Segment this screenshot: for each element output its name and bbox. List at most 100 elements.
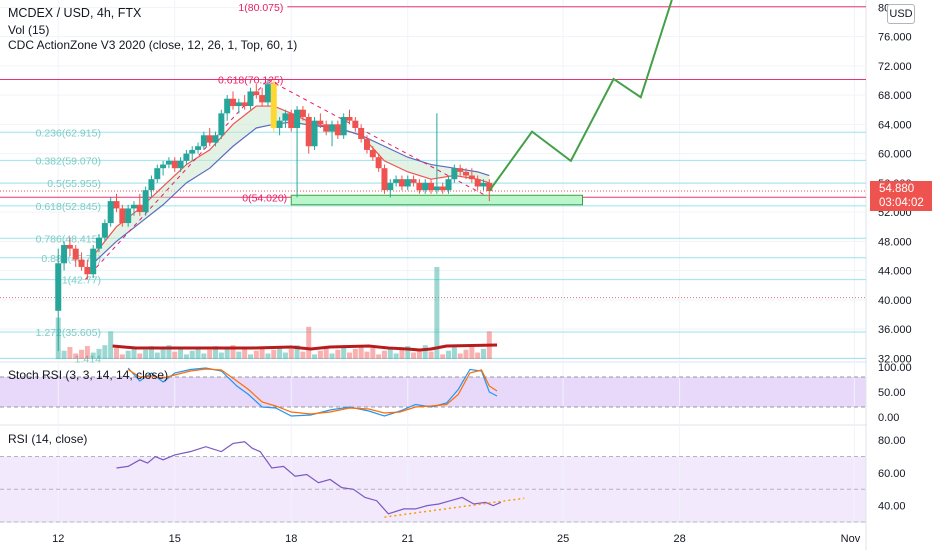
last-price-value: 54.880 (879, 183, 915, 195)
candle-body (259, 95, 266, 103)
candle-body (107, 201, 114, 224)
volume-bar (323, 347, 329, 359)
volume-bar (306, 326, 312, 359)
volume-bar (172, 351, 178, 359)
fib-level-label: 0.786(48.415) (36, 233, 101, 245)
price-tick-label: 44.000 (878, 266, 912, 278)
candle-body (416, 182, 423, 191)
candle-body (276, 120, 283, 128)
candle-body (428, 182, 435, 191)
rsi-tick-label: 80.00 (878, 435, 906, 447)
volume-bar (271, 349, 277, 359)
stoch-tick-label: 100.00 (878, 362, 912, 374)
volume-bar (84, 346, 90, 359)
candle-body (200, 135, 207, 147)
candle-body (439, 186, 446, 191)
volume-bar (166, 345, 172, 359)
volume-bar (242, 347, 248, 359)
volume-bar (381, 350, 387, 359)
volume-bar (440, 354, 446, 359)
candle-body (165, 160, 172, 165)
candle-body (195, 146, 202, 150)
candle-body (463, 171, 470, 176)
volume-bar (416, 348, 422, 359)
candle-body (486, 182, 493, 192)
candle-body (101, 223, 108, 238)
cdc-legend[interactable]: CDC ActionZone V3 2020 (close, 12, 26, 1… (8, 38, 298, 52)
volume-bar (73, 353, 79, 359)
candle-body (451, 168, 458, 180)
volume-bar (387, 347, 393, 359)
volume-bar (405, 346, 411, 359)
stoch-rsi-legend[interactable]: Stoch RSI (3, 3, 14, 14, close) (8, 368, 169, 382)
candle-body (457, 168, 464, 172)
volume-bar (178, 347, 184, 359)
volume-bar (329, 353, 335, 359)
volume-bar (247, 354, 253, 359)
volume-bar (125, 350, 131, 359)
volume-bar (475, 352, 481, 359)
candlesticks[interactable] (55, 79, 493, 352)
candle-body (410, 179, 417, 183)
volume-bar (352, 348, 358, 359)
candle-body (352, 120, 359, 128)
time-axis: 12 15 18 21 25 28 Nov (52, 533, 861, 545)
volume-bar (201, 353, 207, 359)
volume-bar (114, 347, 120, 359)
projection-path (488, 0, 673, 192)
time-tick-label: 28 (673, 533, 685, 545)
rsi-legend[interactable]: RSI (14, close) (8, 432, 88, 446)
volume-legend[interactable]: Vol (15) (8, 23, 50, 37)
price-tick-label: 36.000 (878, 324, 912, 336)
symbol-title[interactable]: MCDEX / USD, 4h, FTX (8, 6, 142, 20)
candle-body (253, 91, 260, 96)
volume-bar (79, 349, 85, 359)
volume-bar (183, 354, 189, 359)
volume-bar (300, 351, 306, 359)
last-price-tag: 54.880 03:04:02 (870, 181, 932, 211)
fib-level-label: 1.414 (75, 353, 101, 365)
candle-body (183, 153, 190, 161)
volume-bar (446, 350, 452, 359)
currency-badge[interactable]: USD (887, 4, 915, 24)
candle-body (282, 113, 289, 121)
time-tick-label: 12 (52, 533, 64, 545)
volume-bar (411, 352, 417, 359)
candle-body (329, 124, 336, 132)
candle-body (480, 182, 487, 187)
volume-bar (480, 348, 486, 359)
stoch-rsi-line (127, 367, 498, 417)
price-tick-label: 72.000 (878, 61, 912, 73)
fib-level-label: 0.5(55.955) (47, 178, 101, 190)
candle-body (142, 190, 149, 213)
volume-bar (288, 348, 294, 359)
volume-bar (376, 354, 382, 359)
candle-body (72, 248, 79, 260)
candle-body (305, 117, 312, 147)
candle-body (445, 179, 452, 191)
volume-bar (399, 349, 405, 359)
bar-countdown: 03:04:02 (879, 197, 924, 209)
price-tick-label: 60.000 (878, 149, 912, 161)
candle-body (96, 237, 103, 249)
axis-background (867, 0, 932, 550)
stoch-band (0, 377, 866, 407)
candle-body (346, 117, 353, 121)
volume-bar (393, 353, 399, 359)
volume-bar (265, 353, 271, 359)
price-tick-label: 40.000 (878, 295, 912, 307)
volume-bar (434, 267, 440, 359)
candle-body (177, 160, 184, 169)
stoch-tick-label: 0.00 (878, 412, 899, 424)
price-tick-label: 76.000 (878, 32, 912, 44)
candle-body (55, 263, 62, 311)
volume-bar (428, 351, 434, 359)
candle-body (398, 179, 405, 187)
time-tick-label: 21 (402, 533, 414, 545)
rsi-divergence-line (384, 497, 525, 518)
volume-bar (312, 354, 318, 359)
candle-body (90, 248, 97, 275)
candle-body (61, 244, 68, 264)
rsi-pane (116, 441, 525, 518)
